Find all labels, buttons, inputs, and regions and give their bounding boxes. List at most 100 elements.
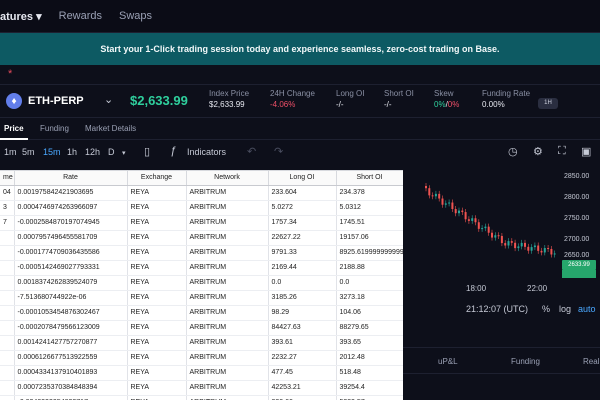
candle-body — [461, 210, 464, 213]
table-cell: 0.0006126677513922559 — [14, 350, 128, 366]
tab-market-details[interactable]: Market Details — [85, 124, 137, 133]
table-row[interactable]: -0.0001774709036435586 REYA ARBITRUM 9791.3… — [0, 245, 403, 261]
table-row[interactable]: 0.0004334137910401893 REYA ARBITRUM 477.45 5… — [0, 365, 403, 381]
table-row[interactable]: 0.0007235370384848394 REYA ARBITRUM 42253.2… — [0, 380, 403, 396]
chevron-down-icon[interactable]: ▾ — [122, 150, 126, 157]
star-icon[interactable]: * — [8, 68, 13, 80]
timeframe-12h[interactable]: 12h — [85, 147, 101, 157]
table-cell — [0, 380, 15, 396]
utc-clock[interactable]: 21:12:07 (UTC) — [466, 304, 529, 314]
gear-icon[interactable]: ⚙ — [533, 146, 543, 158]
table-row[interactable]: 3 0.0004746974263966097 REYA ARBITRUM 5.0272… — [0, 200, 403, 216]
col-header-long-oi[interactable]: Long OI — [268, 171, 337, 186]
table-row[interactable]: -0.0005142469027793331 REYA ARBITRUM 2169.4… — [0, 260, 403, 276]
log-scale-toggle[interactable]: log — [559, 304, 572, 314]
col-header-short-oi[interactable]: Short OI — [336, 171, 403, 186]
tab-upnl[interactable]: uP&L — [438, 357, 458, 366]
camera-icon[interactable]: ▣ — [581, 146, 592, 158]
timeframe-15m[interactable]: 15m — [43, 147, 61, 157]
table-cell: REYA — [127, 245, 187, 261]
timeframe-5m[interactable]: 5m — [22, 147, 35, 157]
table-cell: 8925.619999999999 — [336, 245, 403, 261]
funding-period-select[interactable]: 1H — [538, 98, 558, 109]
candle-body — [425, 186, 427, 189]
candle-body — [547, 248, 550, 250]
nav-item-swaps[interactable]: Swaps — [119, 10, 153, 22]
table-cell — [0, 395, 15, 400]
candle-body — [441, 198, 444, 205]
percent-scale-toggle[interactable]: % — [542, 304, 551, 314]
chart-toolbar: 1m 5m 15m 1h 12h D ▾ ▯ ƒ Indicators ↶ ↷ … — [0, 140, 600, 166]
table-cell — [0, 305, 15, 321]
candle-body — [540, 250, 543, 253]
timeframe-1h[interactable]: 1h — [67, 147, 78, 157]
candle-body — [438, 193, 441, 199]
table-row[interactable]: 0.0014241427757270877 REYA ARBITRUM 393.61 3… — [0, 335, 403, 351]
table-row[interactable]: -0.0240993054823717REYAARBITRUM330.66533… — [0, 395, 403, 400]
y-tick: 2800.00 — [564, 194, 590, 201]
nav-item-features[interactable]: atures ▾ — [0, 10, 42, 23]
candlestick-icon[interactable]: ▯ — [144, 146, 151, 158]
candle-body — [484, 226, 487, 229]
active-tab-indicator — [0, 138, 28, 140]
table-row[interactable]: -0.0001053454876302467 REYA ARBITRUM 98.29 1… — [0, 305, 403, 321]
table-row[interactable]: 0.0018374262839524079 REYA ARBITRUM 0.0 0.0 — [0, 275, 403, 291]
promo-banner[interactable]: Start your 1-Click trading session today… — [0, 33, 600, 65]
table-cell: ARBITRUM — [186, 245, 269, 261]
timeframe-1m[interactable]: 1m — [4, 147, 17, 157]
col-header-exchange[interactable]: Exchange — [127, 171, 187, 186]
price-chart[interactable] — [403, 166, 600, 347]
table-cell: REYA — [127, 350, 187, 366]
candle-body — [434, 193, 437, 197]
tab-price[interactable]: Price — [4, 124, 24, 133]
table-cell: 3185.26 — [268, 290, 337, 306]
table-cell: 2188.88 — [336, 260, 403, 276]
table-cell: REYA — [127, 215, 187, 231]
table-row[interactable]: -0.0002078479566123009 REYA ARBITRUM 84427.… — [0, 320, 403, 336]
function-icon[interactable]: ƒ — [170, 145, 177, 157]
undo-icon[interactable]: ↶ — [247, 146, 257, 158]
table-row[interactable]: -7.513680744922e-06 REYA ARBITRUM 3185.26 32… — [0, 290, 403, 306]
tab-funding[interactable]: Funding — [40, 124, 69, 133]
col-header-rate[interactable]: Rate — [14, 171, 128, 186]
table-cell: ARBITRUM — [186, 290, 269, 306]
table-cell: 0.001975842421903695 — [14, 185, 128, 201]
table-row[interactable]: 04 0.001975842421903695 REYA ARBITRUM 233.60… — [0, 185, 403, 201]
chart-time-axis: 18:00 22:00 21:12:07 (UTC) % log auto — [403, 284, 600, 347]
table-cell: 39254.4 — [336, 380, 403, 396]
table-row[interactable]: 0.0007957496455581709 REYA ARBITRUM 22627.2… — [0, 230, 403, 246]
auto-scale-toggle[interactable]: auto — [578, 304, 596, 314]
tab-funding-history[interactable]: Funding — [511, 357, 540, 366]
table-cell: 233.604 — [268, 185, 337, 201]
fullscreen-icon[interactable]: ⛶ — [558, 145, 566, 157]
chevron-down-icon[interactable]: ⌄ — [104, 94, 114, 106]
table-body: 04 0.001975842421903695 REYA ARBITRUM 233.60… — [0, 185, 403, 400]
table-cell: 518.48 — [336, 365, 403, 381]
table-cell: ARBITRUM — [186, 350, 269, 366]
stat-long-oi: Long OI -/- — [336, 89, 365, 109]
tab-realized[interactable]: Real — [583, 357, 600, 366]
replay-icon[interactable]: ◷ — [508, 146, 518, 158]
table-row[interactable]: 7 -0.0002584870197074945 REYA ARBITRUM 1757.… — [0, 215, 403, 231]
candle-body — [491, 232, 493, 238]
candle-body — [527, 246, 530, 251]
market-pair[interactable]: ETH-PERP — [28, 95, 84, 107]
col-header-network[interactable]: Network — [186, 171, 269, 186]
indicators-button[interactable]: Indicators — [187, 147, 227, 157]
candle-body — [524, 242, 526, 247]
x-tick: 18:00 — [466, 284, 487, 293]
table-cell — [0, 350, 15, 366]
timeframe-d[interactable]: D — [108, 147, 115, 157]
table-cell: 9791.33 — [268, 245, 337, 261]
candle-body — [550, 248, 553, 255]
candle-body — [451, 202, 454, 210]
chevron-down-icon: ▾ — [36, 10, 42, 23]
top-nav: atures ▾ Rewards Swaps — [0, 0, 600, 33]
nav-item-rewards[interactable]: Rewards — [58, 10, 103, 22]
table-row[interactable]: 0.0006126677513922559 REYA ARBITRUM 2232.27… — [0, 350, 403, 366]
redo-icon[interactable]: ↷ — [274, 146, 284, 158]
candle-body — [444, 203, 447, 205]
table-cell: REYA — [127, 275, 187, 291]
table-cell: 393.65 — [336, 335, 403, 351]
col-header-name[interactable]: me — [0, 171, 15, 186]
